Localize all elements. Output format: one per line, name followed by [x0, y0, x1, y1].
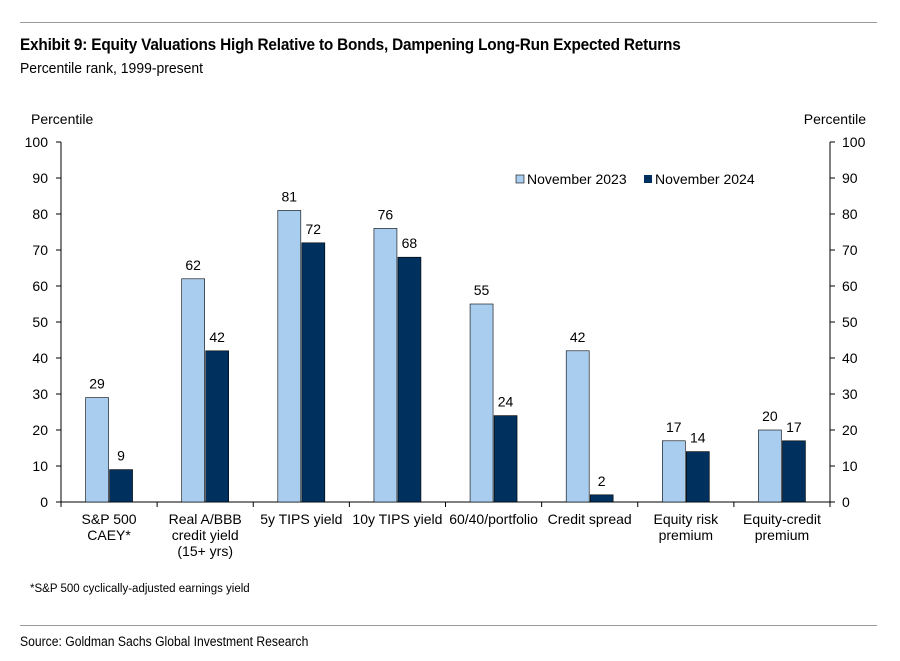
y-tick-label-left: 100 — [25, 134, 49, 150]
x-category-label: Real A/BBB credit yield (15+ yrs) — [169, 511, 242, 559]
bar-2024-value-label: 2 — [598, 473, 606, 489]
y-tick-label-left: 40 — [32, 350, 48, 366]
bar-2023 — [373, 228, 398, 503]
bar-2023-value-label: 55 — [474, 282, 490, 298]
bar-2023 — [181, 278, 205, 503]
y-tick-label-right: 10 — [842, 458, 858, 474]
bar-2023-value-label: 81 — [282, 188, 298, 204]
bar-2024 — [205, 350, 229, 503]
y-tick-label-right: 60 — [842, 278, 858, 294]
bar-2023 — [85, 397, 109, 503]
bar-2024-value-label: 9 — [117, 448, 125, 464]
chart-title: Exhibit 9: Equity Valuations High Relati… — [20, 36, 681, 54]
x-category-label: 10y TIPS yield — [352, 511, 442, 527]
bar-2024-value-label: 42 — [209, 329, 225, 345]
y-tick-label-left: 10 — [32, 458, 48, 474]
y-tick-label-left: 50 — [32, 314, 48, 330]
y-tick-label-left: 30 — [32, 386, 48, 402]
top-rule — [20, 22, 877, 23]
y-tick-label-left: 0 — [40, 494, 48, 510]
y-tick-label-right: 90 — [842, 170, 858, 186]
bar-2024 — [397, 256, 422, 503]
y-tick-label-left: 80 — [32, 206, 48, 222]
y-axis-left-label: Percentile — [31, 111, 93, 127]
bar-2023-value-label: 29 — [89, 376, 105, 392]
bar-2023-value-label: 42 — [570, 329, 586, 345]
bar-2024-value-label: 17 — [786, 419, 802, 435]
chart-subtitle: Percentile rank, 1999-present — [20, 60, 204, 77]
legend-label-2024: November 2024 — [655, 171, 755, 187]
y-tick-label-left: 70 — [32, 242, 48, 258]
bar-2024 — [493, 415, 518, 503]
legend-swatch-2024 — [644, 175, 652, 183]
bar-2024-value-label: 14 — [690, 430, 706, 446]
bar-2024 — [589, 494, 614, 503]
bar-2024-value-label: 24 — [498, 394, 514, 410]
bar-2024 — [301, 242, 326, 503]
y-tick-label-right: 80 — [842, 206, 858, 222]
y-tick-label-left: 20 — [32, 422, 48, 438]
x-category-label: 60/40/portfolio — [449, 511, 538, 527]
y-axis-right-label: Percentile — [804, 111, 866, 127]
y-tick-label-left: 60 — [32, 278, 48, 294]
y-tick-label-right: 30 — [842, 386, 858, 402]
x-category-label: S&P 500 CAEY* — [82, 511, 137, 543]
bar-2023-value-label: 20 — [762, 408, 778, 424]
y-tick-label-left: 90 — [32, 170, 48, 186]
bar-2024-value-label: 72 — [306, 221, 322, 237]
bottom-rule — [20, 625, 877, 626]
y-tick-label-right: 20 — [842, 422, 858, 438]
footnote: *S&P 500 cyclically-adjusted earnings yi… — [30, 583, 250, 595]
legend-label-2023: November 2023 — [527, 171, 627, 187]
bar-2023 — [277, 210, 302, 503]
bar-2024 — [782, 440, 806, 503]
bar-2023 — [469, 303, 494, 503]
bar-2023 — [662, 440, 686, 503]
y-tick-label-right: 40 — [842, 350, 858, 366]
bar-2023 — [565, 350, 590, 503]
x-category-label: Equity risk premium — [654, 511, 720, 543]
x-category-label: Equity-credit premium — [743, 511, 821, 543]
y-tick-label-right: 0 — [842, 494, 850, 510]
bar-2024 — [686, 451, 710, 503]
bar-2024 — [109, 469, 133, 503]
y-tick-label-right: 100 — [842, 134, 866, 150]
legend-swatch-2023 — [515, 174, 525, 184]
y-tick-label-right: 50 — [842, 314, 858, 330]
source-note: Source: Goldman Sachs Global Investment … — [20, 634, 309, 649]
bar-2023-value-label: 76 — [378, 206, 394, 222]
bar-2024-value-label: 68 — [402, 235, 418, 251]
x-category-label: 5y TIPS yield — [260, 511, 342, 527]
bar-2023-value-label: 62 — [185, 257, 201, 273]
y-tick-label-right: 70 — [842, 242, 858, 258]
bar-2023-value-label: 17 — [666, 419, 682, 435]
x-category-label: Credit spread — [548, 511, 632, 527]
bar-2023 — [758, 429, 782, 503]
